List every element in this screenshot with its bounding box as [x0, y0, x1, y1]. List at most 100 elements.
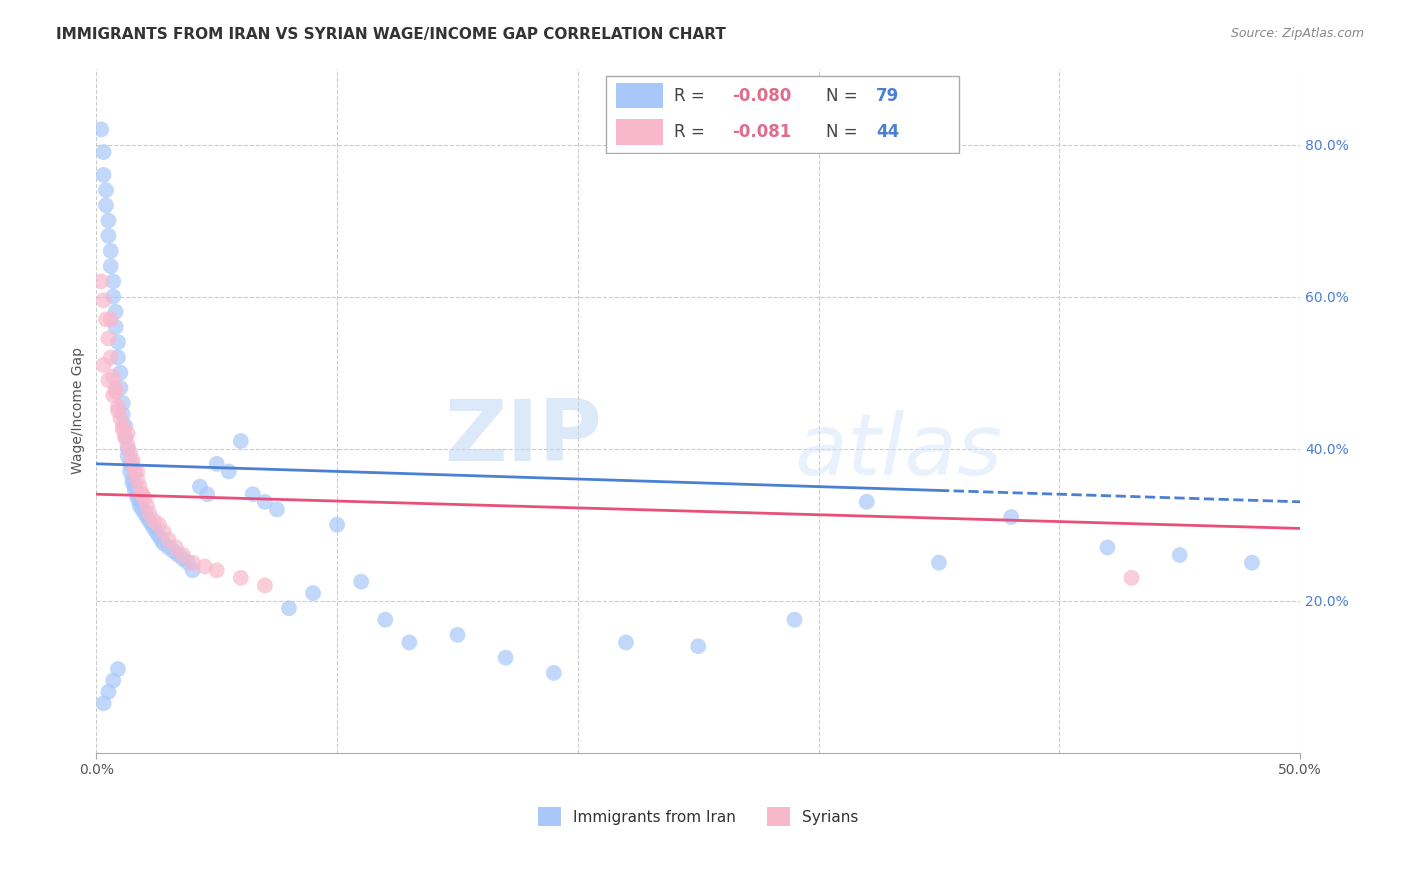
Point — [117, 442, 139, 456]
Point — [195, 487, 218, 501]
Point — [111, 423, 134, 437]
Point — [181, 563, 204, 577]
Point — [94, 183, 117, 197]
Point — [134, 506, 156, 520]
Text: ZIP: ZIP — [444, 396, 602, 480]
Point — [104, 384, 127, 399]
Point — [120, 457, 142, 471]
Point — [121, 453, 143, 467]
Point — [1097, 541, 1119, 555]
Point — [97, 331, 120, 345]
Point — [128, 495, 150, 509]
Point — [107, 662, 129, 676]
Point — [107, 400, 129, 414]
Point — [278, 601, 301, 615]
Point — [90, 274, 112, 288]
Point — [110, 366, 132, 380]
Point — [97, 373, 120, 387]
Point — [94, 312, 117, 326]
Point — [177, 556, 200, 570]
Point — [188, 480, 211, 494]
Point — [152, 536, 174, 550]
Point — [117, 438, 139, 452]
Point — [131, 487, 153, 501]
Point — [181, 556, 204, 570]
Point — [157, 541, 180, 555]
Point — [107, 351, 129, 365]
Point — [162, 544, 184, 558]
Point — [120, 464, 142, 478]
Point — [114, 430, 136, 444]
Point — [194, 559, 217, 574]
Point — [229, 434, 252, 448]
Point — [253, 578, 276, 592]
Point — [124, 464, 146, 478]
Point — [266, 502, 288, 516]
Point — [253, 495, 276, 509]
Point — [121, 457, 143, 471]
Point — [127, 487, 149, 501]
Point — [90, 122, 112, 136]
Point — [398, 635, 420, 649]
Point — [145, 525, 167, 540]
Point — [128, 480, 150, 494]
Legend: Immigrants from Iran, Syrians: Immigrants from Iran, Syrians — [531, 801, 865, 832]
Point — [205, 457, 228, 471]
Point — [446, 628, 468, 642]
Point — [167, 548, 190, 562]
Point — [103, 673, 125, 688]
Point — [928, 556, 950, 570]
Point — [157, 533, 180, 547]
Point — [100, 312, 122, 326]
Point — [97, 228, 120, 243]
Point — [205, 563, 228, 577]
Text: IMMIGRANTS FROM IRAN VS SYRIAN WAGE/INCOME GAP CORRELATION CHART: IMMIGRANTS FROM IRAN VS SYRIAN WAGE/INCO… — [56, 27, 725, 42]
Point — [94, 198, 117, 212]
Point — [143, 521, 166, 535]
Point — [143, 514, 166, 528]
Point — [141, 517, 163, 532]
Point — [93, 168, 115, 182]
Point — [93, 358, 115, 372]
Point — [103, 289, 125, 303]
Point — [127, 472, 149, 486]
Point — [93, 696, 115, 710]
Point — [148, 529, 170, 543]
Point — [131, 487, 153, 501]
Point — [97, 685, 120, 699]
Point — [138, 506, 160, 520]
Point — [1168, 548, 1191, 562]
Point — [855, 495, 877, 509]
Point — [93, 145, 115, 160]
Point — [165, 541, 187, 555]
Point — [229, 571, 252, 585]
Point — [242, 487, 264, 501]
Point — [350, 574, 373, 589]
Point — [110, 381, 132, 395]
Point — [302, 586, 325, 600]
Point — [543, 665, 565, 680]
Point — [127, 464, 149, 478]
Point — [103, 388, 125, 402]
Point — [172, 552, 194, 566]
Point — [150, 533, 173, 547]
Point — [100, 244, 122, 258]
Point — [117, 426, 139, 441]
Point — [100, 351, 122, 365]
Point — [128, 499, 150, 513]
Point — [124, 483, 146, 498]
Point — [121, 472, 143, 486]
Point — [104, 381, 127, 395]
Point — [148, 517, 170, 532]
Point — [114, 418, 136, 433]
Point — [117, 449, 139, 463]
Point — [135, 499, 157, 513]
Point — [100, 259, 122, 273]
Point — [107, 335, 129, 350]
Point — [1121, 571, 1143, 585]
Point — [131, 502, 153, 516]
Point — [107, 403, 129, 417]
Point — [134, 491, 156, 505]
Point — [104, 320, 127, 334]
Point — [152, 525, 174, 540]
